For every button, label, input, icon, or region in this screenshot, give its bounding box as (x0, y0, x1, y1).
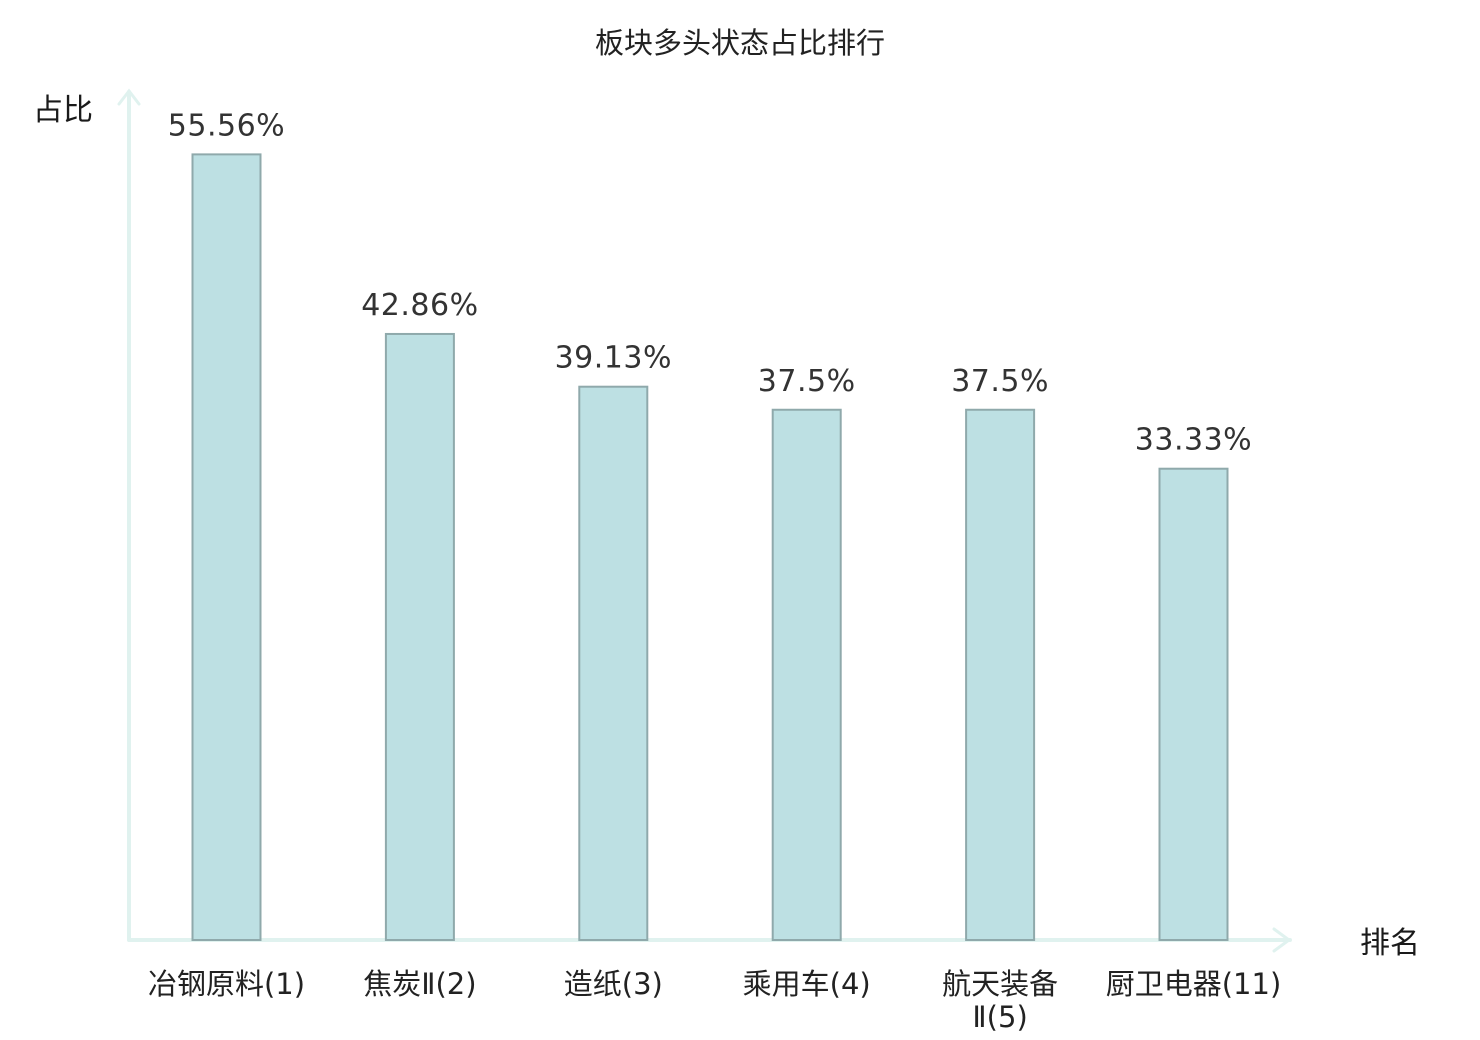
x-axis-label: 排名 (1360, 926, 1420, 961)
x-tick-label: Ⅱ(5) (972, 1000, 1027, 1034)
bar (191, 153, 262, 942)
x-tick-label: 乘用车(4) (743, 967, 871, 1001)
bar (578, 385, 649, 942)
y-axis-arrow-icon (117, 88, 141, 106)
data-label: 39.13% (555, 341, 672, 376)
bar (771, 408, 842, 941)
x-tick-label: 航天装备 (942, 967, 1058, 1001)
chart-title: 板块多头状态占比排行 (595, 26, 885, 60)
data-label: 37.5% (951, 364, 1049, 399)
data-label: 37.5% (758, 364, 856, 399)
data-label: 55.56% (168, 108, 285, 143)
x-tick-label: 焦炭Ⅱ(2) (363, 967, 476, 1001)
bar (965, 408, 1036, 941)
x-tick-label: 冶钢原料(1) (148, 967, 305, 1001)
bar (1158, 467, 1229, 941)
x-tick-label: 厨卫电器(11) (1106, 967, 1282, 1001)
y-axis-label: 占比 (33, 93, 93, 128)
data-label: 42.86% (361, 288, 478, 323)
bar (384, 332, 455, 941)
x-axis-arrow-icon (1272, 927, 1292, 953)
bars: 55.56% 冶钢原料(1) 42.86% 焦炭Ⅱ(2) 39.13% 造纸(3) 37.5… (148, 108, 1281, 1034)
x-tick-label: 造纸(3) (564, 967, 663, 1001)
data-label: 33.33% (1135, 423, 1252, 458)
